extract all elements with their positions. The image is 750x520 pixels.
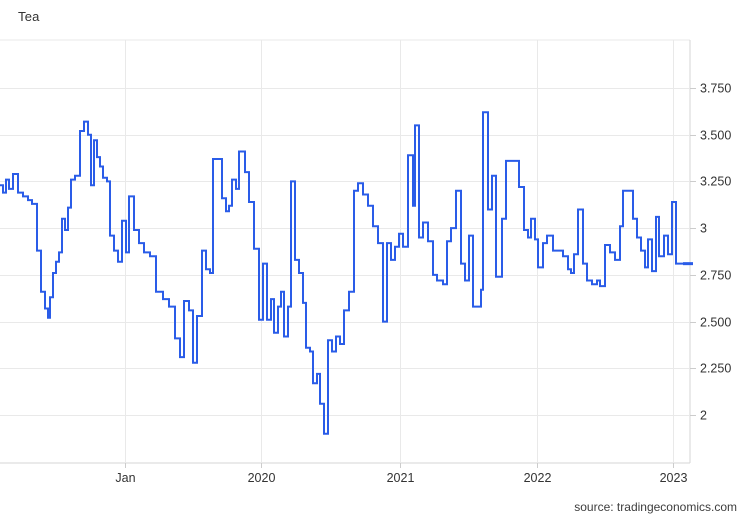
price-series-line[interactable] bbox=[0, 111, 690, 435]
y-axis-label: 2.250 bbox=[700, 362, 731, 376]
y-axis-label: 3.500 bbox=[700, 129, 731, 143]
y-axis-label: 3.750 bbox=[700, 82, 731, 96]
x-axis-label: 2020 bbox=[248, 471, 276, 485]
last-value-marker bbox=[683, 262, 693, 266]
x-axis-label: 2022 bbox=[524, 471, 552, 485]
y-axis-label: 2 bbox=[700, 409, 707, 423]
y-axis-label: 2.750 bbox=[700, 269, 731, 283]
y-axis-label: 3.250 bbox=[700, 175, 731, 189]
y-axis-label: 3 bbox=[700, 222, 707, 236]
chart-title: Tea bbox=[18, 9, 40, 24]
x-axis-label: 2023 bbox=[660, 471, 688, 485]
x-axis-label: Jan bbox=[115, 471, 135, 485]
source-attribution: source: tradingeconomics.com bbox=[574, 500, 737, 514]
x-axis-label: 2021 bbox=[387, 471, 415, 485]
y-axis-label: 2.500 bbox=[700, 316, 731, 330]
